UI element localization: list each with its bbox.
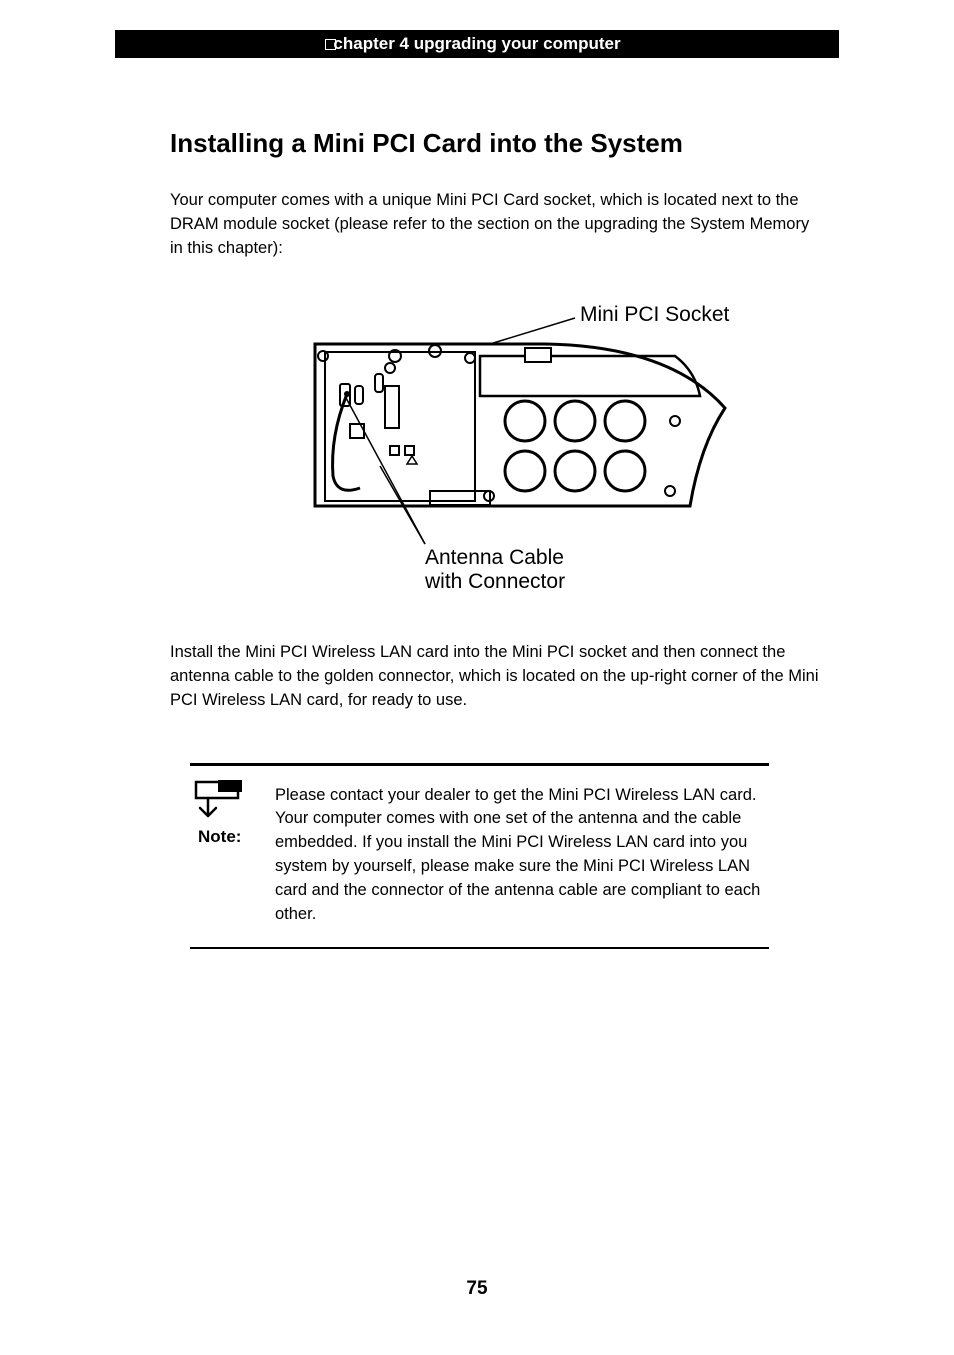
vent-hole	[505, 401, 545, 441]
note-icon	[190, 778, 252, 820]
small-comp	[385, 386, 399, 428]
vent-hole	[605, 451, 645, 491]
note-text: Please contact your dealer to get the Mi…	[275, 778, 769, 928]
mini-pci-diagram: Mini PCI Socket	[225, 296, 745, 606]
header-bullet-icon	[325, 39, 336, 50]
chapter-header-text: chapter 4 upgrading your computer	[333, 34, 620, 54]
compartment-outline	[315, 344, 725, 506]
label-antenna-connector: with Connector	[424, 570, 565, 593]
leader-line-top	[490, 318, 575, 344]
chapter-header-bar: chapter 4 upgrading your computer	[115, 30, 839, 58]
vent-hole	[555, 451, 595, 491]
screw-hole	[670, 416, 680, 426]
note-label: Note:	[198, 827, 275, 847]
small-comp	[355, 386, 363, 404]
antenna-cable	[333, 394, 360, 490]
screw-hole	[318, 351, 328, 361]
vent-hole	[505, 451, 545, 491]
small-comp	[405, 446, 414, 455]
vent-hole	[605, 401, 645, 441]
small-hole	[385, 363, 395, 373]
section-title: Installing a Mini PCI Card into the Syst…	[170, 128, 839, 159]
install-paragraph: Install the Mini PCI Wireless LAN card i…	[170, 641, 819, 713]
intro-paragraph: Your computer comes with a unique Mini P…	[170, 189, 819, 261]
vent-hole	[555, 401, 595, 441]
label-antenna-cable: Antenna Cable	[425, 546, 564, 569]
label-mini-pci-socket: Mini PCI Socket	[580, 303, 730, 326]
screw-hole	[665, 486, 675, 496]
small-comp	[430, 491, 490, 505]
page-number: 75	[0, 1278, 954, 1300]
screw-hole	[465, 353, 475, 363]
diagram-svg: Mini PCI Socket	[225, 296, 745, 606]
note-block: Note: Please contact your dealer to get …	[190, 763, 769, 950]
arrow-mark	[407, 456, 417, 464]
small-comp	[390, 446, 399, 455]
socket-area	[480, 356, 700, 396]
small-comp	[375, 374, 383, 392]
socket-notch	[525, 348, 551, 362]
